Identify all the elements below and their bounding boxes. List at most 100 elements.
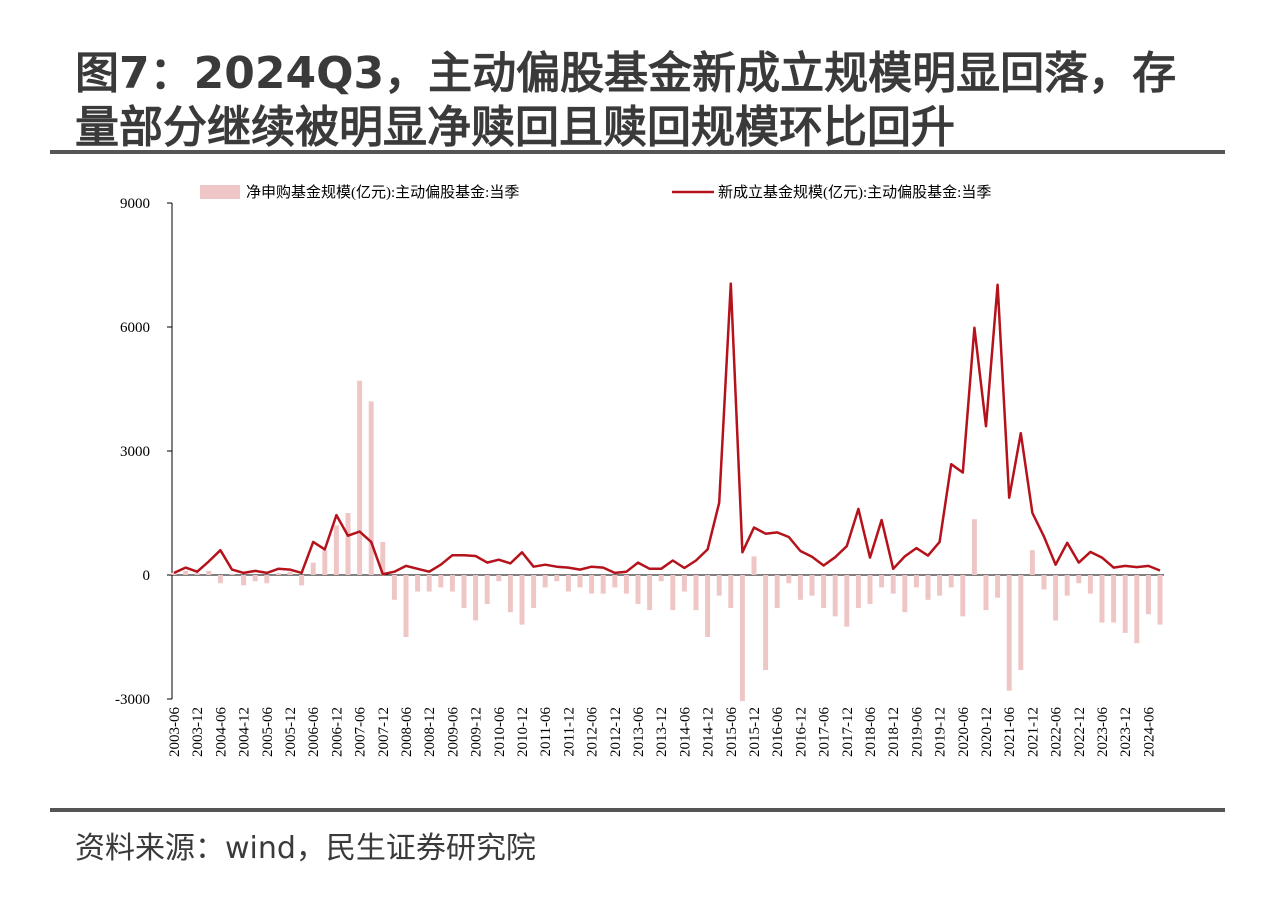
bar bbox=[345, 513, 351, 575]
x-tick-label: 2012-06 bbox=[585, 707, 601, 757]
bar bbox=[867, 575, 873, 604]
bar bbox=[855, 575, 861, 609]
bar bbox=[809, 575, 815, 596]
bar bbox=[705, 575, 711, 637]
bar bbox=[589, 575, 595, 594]
x-tick-label: 2010-06 bbox=[492, 707, 508, 757]
x-tick-label: 2005-12 bbox=[283, 707, 299, 757]
x-tick-label: 2022-12 bbox=[1072, 707, 1088, 757]
x-tick-label: 2011-06 bbox=[538, 707, 554, 757]
bar bbox=[983, 575, 989, 611]
bar bbox=[531, 575, 537, 609]
x-tick-label: 2019-12 bbox=[933, 707, 949, 757]
line bbox=[173, 282, 1161, 576]
x-tick-label: 2018-12 bbox=[886, 707, 902, 757]
bar bbox=[1076, 575, 1082, 584]
bar bbox=[786, 575, 792, 584]
bar bbox=[1029, 550, 1035, 575]
chart-title: 图7：2024Q3，主动偏股基金新成立规模明显回落，存 bbox=[75, 48, 1176, 99]
y-tick-label: -3000 bbox=[115, 692, 150, 708]
bar bbox=[484, 575, 490, 604]
bar bbox=[774, 575, 780, 609]
x-tick-label: 2003-06 bbox=[167, 707, 183, 757]
x-tick-label: 2012-12 bbox=[608, 707, 624, 757]
bar bbox=[438, 575, 444, 588]
bar bbox=[426, 575, 432, 592]
bar bbox=[275, 572, 281, 575]
bar bbox=[948, 575, 954, 588]
bar bbox=[496, 575, 502, 582]
x-tick-label: 2008-12 bbox=[422, 707, 438, 757]
bar bbox=[913, 575, 919, 588]
x-tick-label: 2005-06 bbox=[260, 707, 276, 757]
bar bbox=[171, 572, 177, 575]
x-tick-label: 2020-06 bbox=[956, 707, 972, 757]
bar bbox=[287, 571, 293, 575]
y-tick-label: 3000 bbox=[120, 444, 150, 460]
x-tick-label: 2006-06 bbox=[306, 707, 322, 757]
bar bbox=[217, 575, 223, 584]
bar bbox=[879, 575, 885, 588]
bar bbox=[391, 575, 397, 600]
bar bbox=[647, 575, 653, 611]
x-tick-label: 2004-12 bbox=[237, 707, 253, 757]
bar bbox=[1145, 575, 1151, 615]
legend-label: 新成立基金规模(亿元):主动偏股基金:当季 bbox=[718, 184, 991, 201]
y-tick-label: 9000 bbox=[120, 196, 150, 212]
bar bbox=[670, 575, 676, 611]
x-tick-label: 2010-12 bbox=[515, 707, 531, 757]
bar bbox=[542, 575, 548, 588]
chart-title: 量部分继续被明显净赎回且赎回规模环比回升 bbox=[75, 102, 955, 153]
bar bbox=[1064, 575, 1070, 596]
bar bbox=[716, 575, 722, 596]
bar bbox=[449, 575, 455, 592]
bar bbox=[183, 570, 189, 575]
bar bbox=[1053, 575, 1059, 621]
bar bbox=[1018, 575, 1024, 671]
bar bbox=[971, 519, 977, 575]
bar bbox=[380, 541, 386, 575]
bar bbox=[519, 575, 525, 625]
x-tick-label: 2004-06 bbox=[213, 707, 229, 757]
x-tick-label: 2015-12 bbox=[747, 707, 763, 757]
bar bbox=[507, 575, 513, 613]
x-tick-label: 2013-12 bbox=[654, 707, 670, 757]
bar bbox=[565, 575, 571, 592]
x-tick-label: 2016-12 bbox=[793, 707, 809, 757]
x-tick-label: 2003-12 bbox=[190, 707, 206, 757]
bar bbox=[403, 575, 409, 637]
bar bbox=[890, 575, 896, 594]
x-tick-label: 2007-06 bbox=[353, 707, 369, 757]
bar bbox=[681, 575, 687, 592]
bar bbox=[693, 575, 699, 611]
bar bbox=[299, 575, 305, 586]
x-tick-label: 2017-12 bbox=[840, 707, 856, 757]
x-tick-label: 2018-06 bbox=[863, 707, 879, 757]
bar bbox=[739, 575, 745, 702]
y-tick-label: 6000 bbox=[120, 320, 150, 336]
bar bbox=[1041, 575, 1047, 590]
bar bbox=[635, 575, 641, 604]
bar bbox=[333, 525, 339, 575]
x-tick-label: 2016-06 bbox=[770, 707, 786, 757]
bar bbox=[1111, 575, 1117, 623]
bar bbox=[1087, 575, 1093, 594]
bar bbox=[229, 573, 235, 575]
bar bbox=[194, 572, 200, 575]
x-tick-label: 2019-06 bbox=[909, 707, 925, 757]
x-tick-label: 2024-06 bbox=[1141, 707, 1157, 757]
x-tick-label: 2017-06 bbox=[817, 707, 833, 757]
bar bbox=[728, 575, 734, 609]
legend-swatch bbox=[200, 185, 240, 199]
bar bbox=[960, 575, 966, 617]
bar bbox=[461, 575, 467, 609]
bar bbox=[357, 380, 363, 575]
legend-label: 净申购基金规模(亿元):主动偏股基金:当季 bbox=[246, 184, 519, 201]
bar bbox=[310, 562, 316, 575]
divider bbox=[50, 150, 1225, 154]
bar bbox=[1099, 575, 1105, 623]
bar bbox=[832, 575, 838, 617]
x-tick-label: 2015-06 bbox=[724, 707, 740, 757]
bar bbox=[925, 575, 931, 600]
